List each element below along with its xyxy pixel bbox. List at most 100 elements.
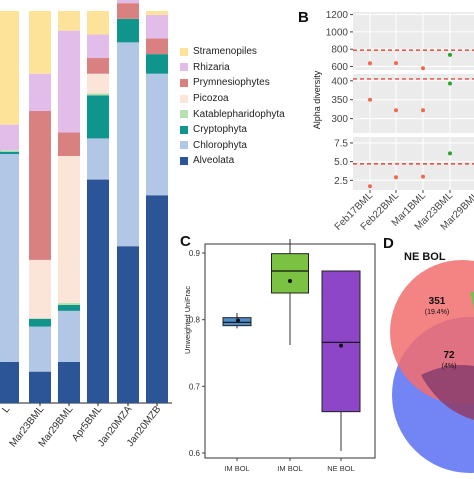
legend-label: Prymnesiophytes [193,77,270,89]
panel-c-y-tick-label: 0.8 [189,316,201,325]
legend-item: Picozoa [180,91,310,107]
bar-segment-apr5bml-stramenopiles [87,11,109,35]
legend-swatch [180,141,188,150]
panel-c-mean-point [288,279,292,283]
panel-b-y-tick-label: 7.5 [334,138,348,149]
bar-segment-mar23bml-cryptophyta [29,318,51,327]
bar-segment-mar23bml-stramenopiles [29,11,51,74]
panel-c-y-tick-label: 0.7 [189,382,201,391]
panel-b-point [448,81,452,86]
bar-segment-mar29bml-picozoa [58,156,80,304]
bar-segment-mar23bml-chlorophyta [29,326,51,372]
panel-d-letter: D [383,235,394,252]
legend-label: Rhizaria [193,61,230,73]
panel-a-legend: Stramenopiles Rhizaria Prymnesiophytes Pico… [180,44,310,169]
panel-b-point [394,108,398,113]
panel-b-y-tick-label: 5.0 [334,157,348,168]
bar-segment-mar29bml-stramenopiles [58,11,80,31]
panel-b-letter: B [298,9,309,26]
panel-b-point [394,61,398,66]
bar-segment-mar29bml-cryptophyta [58,305,80,311]
bar-partial-katablepharidophyta [0,150,19,152]
panel-b-point [448,52,452,57]
legend-label: Stramenopiles [193,46,257,58]
panel-b-y-tick-label: 300 [331,114,348,125]
panel-b-y-tick-label: 350 [331,95,348,106]
bar-segment-apr5bml-katablepharidophyta [87,93,109,96]
bar-segment-jan20mzb-rhizaria [146,14,168,39]
bar-segment-mar23bml-prymnesiophytes [29,110,51,260]
bar-segment-jan20mzb-stramenopiles [146,11,168,15]
panel-b-facet-background [353,12,474,70]
legend-swatch [180,156,188,165]
panel-b-y-tick-label: 2.5 [334,176,348,187]
bar-segment-mar29bml-rhizaria [58,30,80,133]
panel-b-y-tick-label: 400 [331,76,348,87]
panel-c-letter: C [180,233,191,250]
legend-item: Prymnesiophytes [180,75,310,91]
panel-c-x-tick-label: NE BOL [327,464,355,473]
panel-b-point [421,108,425,113]
bar-partial-alveolata [0,361,19,403]
bar-segment-mar29bml-alveolata [58,361,80,403]
bar-segment-jan20mzb-chlorophyta [146,73,168,196]
bar-segment-mar29bml-chlorophyta [58,310,80,362]
panel-c-box [321,270,361,413]
legend-swatch [180,125,188,134]
bar-segment-mar23bml-picozoa [29,259,51,319]
panel-c-y-label: Unweighted UniFrac [183,286,192,354]
panel-b-facet-background [353,137,474,190]
panel-b-y-tick-label: 1000 [326,27,349,38]
legend-label: Alveolata [193,155,235,167]
venn-count-2: 72 [443,350,455,361]
panel-b-point [368,97,372,102]
bar-segment-jan20mza-cryptophyta [117,18,139,43]
panel-b-point [368,184,372,189]
bar-partial-cryptophyta [0,151,19,155]
legend-label: Picozoa [193,93,229,105]
legend-item: Cryptophyta [180,122,310,138]
legend-swatch [180,47,188,56]
panel-b-y-tick-label: 1200 [326,10,349,21]
panel-b-point [448,151,452,156]
panel-b-y-label: Alpha diversity [312,70,322,129]
bar-segment-apr5bml-alveolata [87,179,109,403]
panel-b-point [421,66,425,71]
panel-b-point [368,61,372,66]
bar-segment-mar29bml-katablepharidophyta [58,303,80,305]
legend-swatch [180,63,188,72]
legend-swatch [180,94,188,103]
bar-segment-jan20mza-alveolata [117,246,139,403]
panel-b-point [394,175,398,180]
panel-c-mean-point [236,318,240,323]
venn-pct-1: (19.4%) [425,309,450,316]
panel-c-y-tick-label: 0.9 [189,249,201,258]
legend-item: Katablepharidophyta [180,106,310,122]
venn-overlap-region [421,365,474,420]
bar-segment-jan20mzb-alveolata [146,195,168,403]
venn-pct-2: (4%) [442,363,457,370]
legend-item: Alveolata [180,153,310,169]
bar-segment-mar29bml-prymnesiophytes [58,132,80,157]
bar-partial-chlorophyta [0,154,19,362]
bar-segment-jan20mza-chlorophyta [117,42,139,247]
panel-b-point [421,174,425,179]
bar-segment-jan20mzb-prymnesiophytes [146,38,168,55]
bar-partial-rhizaria [0,124,19,151]
panel-a-partial-tick-label: L [0,404,12,416]
panel-d-venn-diagram: D NE BOL 351 (19.4%) 72 (4%) [383,235,474,473]
panel-d-title: NE BOL [404,251,446,263]
panel-b-alpha-diversity-chart: B Alpha diversity 1200 1000 800 600 400 350 300 7… [298,9,474,233]
panel-c-x-tick-label: IM BOL [277,464,302,473]
legend-item: Chlorophyta [180,138,310,154]
panel-b-y-tick-label: 800 [331,45,348,56]
panel-c-y-tick-label: 0.6 [189,449,201,458]
legend-swatch [180,110,188,119]
panel-c-mean-point [339,343,343,348]
venn-count-1: 351 [429,296,446,307]
legend-label: Cryptophyta [193,124,247,136]
bar-segment-jan20mza-rhizaria [117,0,139,4]
panel-c-x-tick-label: IM BOL [224,464,249,473]
